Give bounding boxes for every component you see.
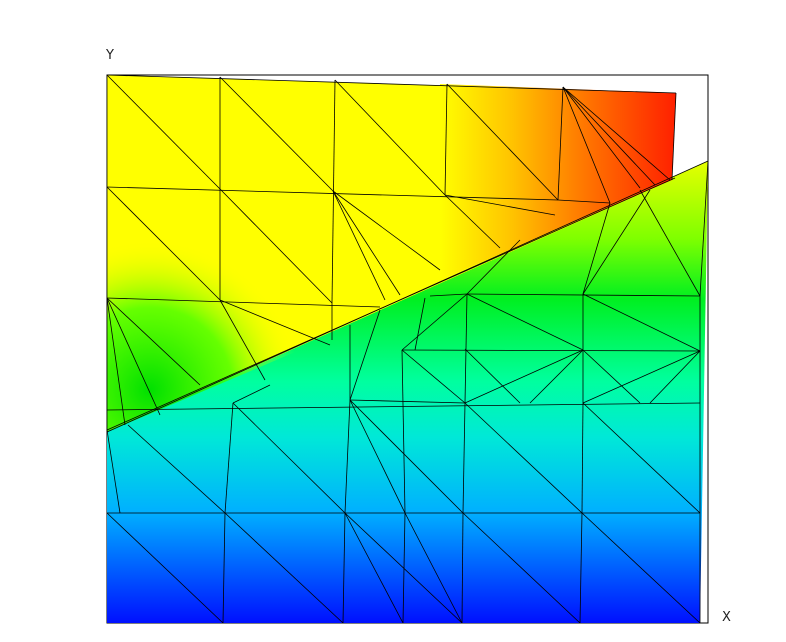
mesh-edge <box>349 309 381 401</box>
mesh-lines <box>106 74 709 624</box>
mesh-edge <box>464 348 521 404</box>
mesh-edge <box>582 202 611 295</box>
mesh-edge <box>582 349 641 404</box>
mesh-edge <box>464 402 583 514</box>
mesh-edge <box>557 86 564 201</box>
mesh-edge <box>466 239 521 295</box>
mesh-edge <box>581 512 701 624</box>
mesh-edge <box>334 79 446 196</box>
mesh-edge <box>582 350 701 404</box>
x-axis-label: X <box>722 610 731 625</box>
mesh-edge <box>562 86 671 181</box>
mesh-edge <box>649 350 701 404</box>
mesh-edge <box>106 74 221 190</box>
mesh-edge <box>444 83 448 196</box>
mesh-edge <box>349 399 406 514</box>
mesh-edge <box>581 402 584 514</box>
lower-block <box>107 161 708 623</box>
mesh-edge <box>106 297 161 416</box>
mesh-edge <box>671 92 677 181</box>
mesh-edge <box>106 297 201 386</box>
mesh-edge <box>106 186 559 201</box>
upper-block-red-zone <box>440 84 676 280</box>
mesh-edge <box>557 199 611 204</box>
mesh-edge <box>446 83 559 201</box>
mesh-edge <box>349 399 464 514</box>
mesh-edge <box>562 86 641 189</box>
mesh-edge <box>349 399 466 404</box>
mesh-edge <box>699 160 709 297</box>
mesh-edge <box>232 402 346 514</box>
mesh-edge <box>582 402 701 514</box>
mesh-edge <box>462 512 581 624</box>
mesh-edge <box>461 512 464 624</box>
mesh-edge <box>106 297 381 308</box>
mesh-edge <box>582 293 701 352</box>
mesh-edge <box>466 293 584 351</box>
mesh-edge <box>106 429 121 514</box>
mesh-edge <box>639 189 701 297</box>
mesh-edge <box>464 349 584 404</box>
mesh-edge <box>401 349 406 514</box>
mesh-edge <box>344 512 463 624</box>
mesh-edge <box>219 188 333 304</box>
mesh-edge <box>106 74 677 94</box>
mesh-edge <box>344 512 404 624</box>
mesh-edge <box>466 293 701 297</box>
mesh-edge <box>562 86 656 186</box>
mesh-edge <box>222 512 226 624</box>
y-axis-label: Y <box>106 48 114 63</box>
mesh-edge <box>342 512 346 624</box>
mesh-edge <box>562 86 611 204</box>
mesh-edge <box>106 512 224 624</box>
mesh-edge <box>401 349 466 404</box>
mesh-edge <box>106 177 676 431</box>
mesh-edge <box>224 512 344 624</box>
mesh-edge <box>582 189 651 295</box>
mesh-edge <box>464 293 468 404</box>
mesh-edge <box>529 349 584 404</box>
mesh-edge <box>224 402 234 514</box>
mesh-edge <box>332 190 386 301</box>
upper-block-green-zone <box>107 187 330 432</box>
mesh-edge <box>462 402 466 514</box>
mesh-edge <box>219 299 331 346</box>
mesh-edge <box>429 293 468 297</box>
mesh-edge <box>232 384 271 404</box>
mesh-edge <box>414 297 426 351</box>
mesh-edge <box>106 186 221 301</box>
mesh-edge <box>401 293 468 351</box>
mesh-edge <box>106 297 126 426</box>
mesh-edge <box>444 194 556 216</box>
mesh-edge <box>579 512 583 624</box>
mesh-edge <box>127 424 226 514</box>
mesh-edge <box>219 299 266 381</box>
mesh-edge <box>404 512 463 624</box>
mesh-edge <box>444 194 501 249</box>
mesh-edge <box>344 399 351 514</box>
mesh-edge <box>332 190 441 271</box>
mesh-edge <box>401 349 701 352</box>
mesh-edge <box>332 190 401 296</box>
mesh-edge <box>219 76 334 192</box>
mesh-edge <box>106 402 701 411</box>
